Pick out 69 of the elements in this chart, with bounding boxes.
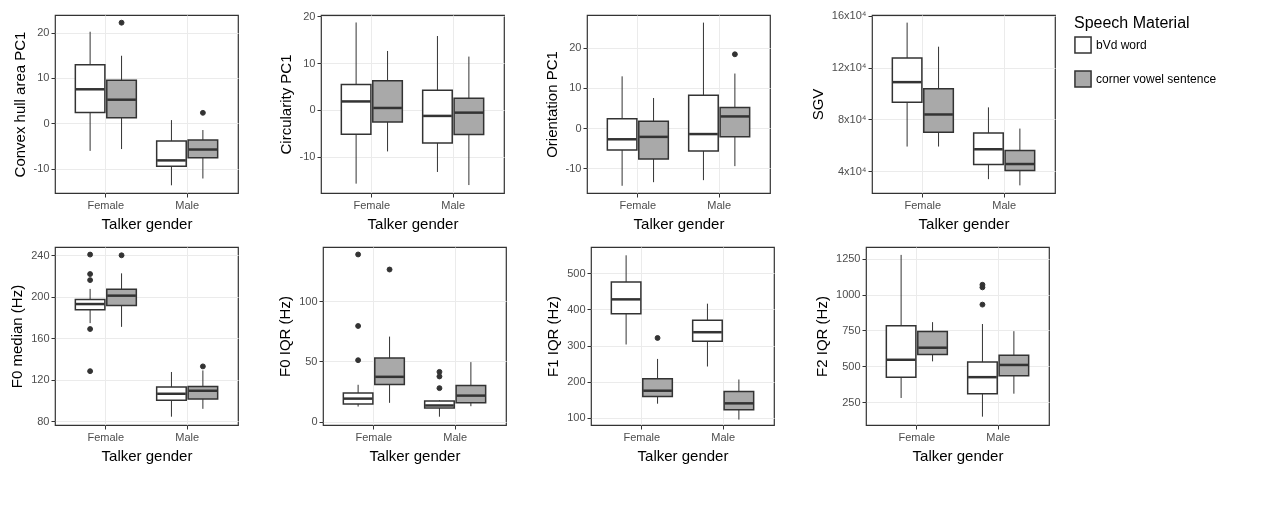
y-axis-title: F0 median (Hz) bbox=[8, 284, 26, 389]
y-tick-label: 10 bbox=[37, 71, 50, 84]
y-tick-label: 100 bbox=[299, 294, 318, 307]
y-axis-title: F2 IQR (Hz) bbox=[813, 296, 831, 377]
y-tick-label: 16x10⁴ bbox=[831, 9, 867, 22]
y-tick-label: 120 bbox=[31, 373, 50, 386]
y-tick-label: 20 bbox=[569, 41, 582, 54]
y-tick-label: 4x10⁴ bbox=[837, 164, 867, 177]
x-axis-title: Talker gender bbox=[918, 214, 1010, 232]
y-tick-label: 1000 bbox=[836, 288, 861, 301]
y-tick-label: 300 bbox=[567, 339, 586, 352]
y-tick-label: 20 bbox=[37, 26, 50, 39]
y-tick-label: 200 bbox=[567, 375, 586, 388]
y-tick-label: 0 bbox=[43, 116, 50, 129]
x-axis-title: Talker gender bbox=[101, 214, 193, 232]
y-tick-label: 50 bbox=[305, 354, 318, 367]
x-tick-label: Female bbox=[87, 198, 125, 211]
x-tick-label: Female bbox=[355, 430, 393, 443]
y-axis-title: SGV bbox=[808, 88, 826, 121]
legend-title: Speech Material bbox=[1074, 14, 1190, 31]
y-tick-label: -10 bbox=[299, 150, 316, 163]
x-axis-title: Talker gender bbox=[912, 446, 1004, 464]
legend-label: bVd word bbox=[1096, 38, 1147, 52]
x-tick-label: Male bbox=[986, 430, 1011, 443]
x-tick-label: Female bbox=[619, 198, 657, 211]
x-tick-label: Male bbox=[992, 198, 1017, 211]
y-axis-title: Orientation PC1 bbox=[542, 51, 560, 158]
y-tick-label: 12x10⁴ bbox=[831, 61, 867, 74]
y-tick-label: 0 bbox=[309, 103, 316, 116]
y-axis-title: F1 IQR (Hz) bbox=[544, 296, 562, 377]
y-tick-label: 8x10⁴ bbox=[837, 112, 867, 125]
x-axis-title: Talker gender bbox=[637, 446, 729, 464]
x-tick-label: Female bbox=[87, 430, 125, 443]
x-tick-label: Male bbox=[707, 198, 732, 211]
y-tick-label: 100 bbox=[567, 411, 586, 424]
x-tick-label: Female bbox=[623, 430, 661, 443]
y-tick-label: 500 bbox=[567, 266, 586, 279]
y-tick-label: -10 bbox=[33, 162, 50, 175]
y-tick-label: 240 bbox=[31, 248, 50, 261]
x-axis-title: Talker gender bbox=[367, 214, 459, 232]
legend-label: corner vowel sentence bbox=[1096, 72, 1217, 86]
y-tick-label: 400 bbox=[567, 302, 586, 315]
y-tick-label: 750 bbox=[842, 323, 861, 336]
x-axis-title: Talker gender bbox=[369, 446, 461, 464]
y-tick-label: 20 bbox=[303, 9, 316, 22]
y-tick-label: 200 bbox=[31, 290, 50, 303]
x-tick-label: Female bbox=[904, 198, 942, 211]
y-tick-label: 10 bbox=[569, 81, 582, 94]
x-tick-label: Male bbox=[175, 198, 200, 211]
y-axis-title: F0 IQR (Hz) bbox=[276, 296, 294, 377]
x-tick-label: Female bbox=[898, 430, 936, 443]
y-tick-label: 10 bbox=[303, 56, 316, 69]
y-tick-label: 250 bbox=[842, 395, 861, 408]
y-tick-label: 0 bbox=[311, 415, 318, 428]
x-tick-label: Male bbox=[175, 430, 200, 443]
y-axis-title: Convex hull area PC1 bbox=[10, 31, 28, 178]
y-tick-label: 1250 bbox=[836, 252, 861, 265]
x-tick-label: Male bbox=[441, 198, 466, 211]
x-tick-label: Male bbox=[711, 430, 736, 443]
x-axis-title: Talker gender bbox=[101, 446, 193, 464]
y-tick-label: 500 bbox=[842, 359, 861, 372]
y-axis-title: Circularity PC1 bbox=[276, 54, 294, 155]
x-tick-label: Female bbox=[353, 198, 391, 211]
y-tick-label: 80 bbox=[37, 414, 50, 427]
x-axis-title: Talker gender bbox=[633, 214, 725, 232]
y-tick-label: 160 bbox=[31, 331, 50, 344]
x-tick-label: Male bbox=[443, 430, 468, 443]
y-tick-label: 0 bbox=[575, 121, 582, 134]
y-tick-label: -10 bbox=[565, 161, 582, 174]
